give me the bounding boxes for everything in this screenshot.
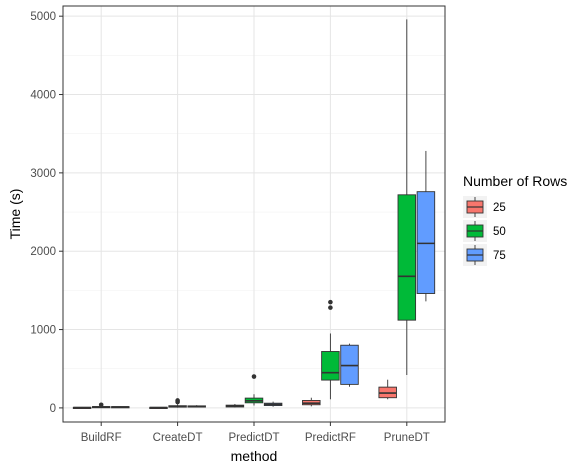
x-tick-label: PredictRF (305, 432, 356, 444)
box-body (397, 194, 417, 321)
legend-item-50: 50 (463, 220, 506, 242)
box-PredictDT-75 (263, 401, 283, 407)
box-outlier (328, 299, 333, 305)
box-BuildRF-25 (72, 406, 92, 409)
box-PredictRF-75 (340, 343, 359, 387)
x-tick-label: PredictDT (228, 432, 279, 444)
x-tick-label: CreateDT (153, 432, 203, 444)
y-tick-label: 4000 (30, 90, 56, 102)
box-PredictDT-25 (225, 403, 245, 408)
y-tick-label: 2000 (30, 246, 56, 258)
x-axis-title: method (231, 448, 278, 464)
box-outlier (98, 402, 104, 408)
legend-item-25: 25 (463, 196, 506, 218)
y-axis-title: Time (s) (7, 189, 23, 240)
box-PredictDT-50 (244, 374, 264, 406)
box-outlier (251, 374, 257, 379)
y-tick-label: 3000 (30, 168, 56, 180)
x-tick-label: PruneDT (384, 432, 430, 444)
x-axis: BuildRF CreateDT PredictDT PredictRF PruneDT (81, 422, 430, 444)
boxes (72, 19, 436, 409)
box-PruneDT-25 (378, 379, 397, 400)
box-PruneDT-50 (397, 19, 417, 375)
box-CreateDT-25 (149, 406, 168, 409)
y-tick-label: 0 (50, 403, 56, 415)
box-outlier (175, 398, 180, 403)
box-PredictRF-50 (321, 299, 340, 400)
y-tick-label: 5000 (30, 11, 56, 23)
box-PredictRF-25 (302, 397, 321, 407)
legend-title: Number of Rows (463, 173, 567, 189)
y-axis: 0 1000 2000 3000 4000 5000 (30, 11, 63, 415)
legend-label: 25 (493, 202, 506, 214)
box-BuildRF-50 (91, 402, 111, 409)
legend-label: 75 (493, 250, 506, 262)
box-outlier (328, 305, 333, 310)
box-PruneDT-75 (416, 150, 436, 302)
box-CreateDT-50 (168, 398, 187, 408)
box-body (321, 351, 340, 381)
legend: Number of Rows 25 50 75 (463, 173, 567, 266)
legend-item-75: 75 (463, 244, 506, 266)
box-BuildRF-75 (111, 406, 130, 409)
legend-label: 50 (493, 226, 506, 238)
box-CreateDT-75 (187, 405, 206, 408)
x-tick-label: BuildRF (81, 432, 122, 444)
y-tick-label: 1000 (30, 325, 56, 337)
